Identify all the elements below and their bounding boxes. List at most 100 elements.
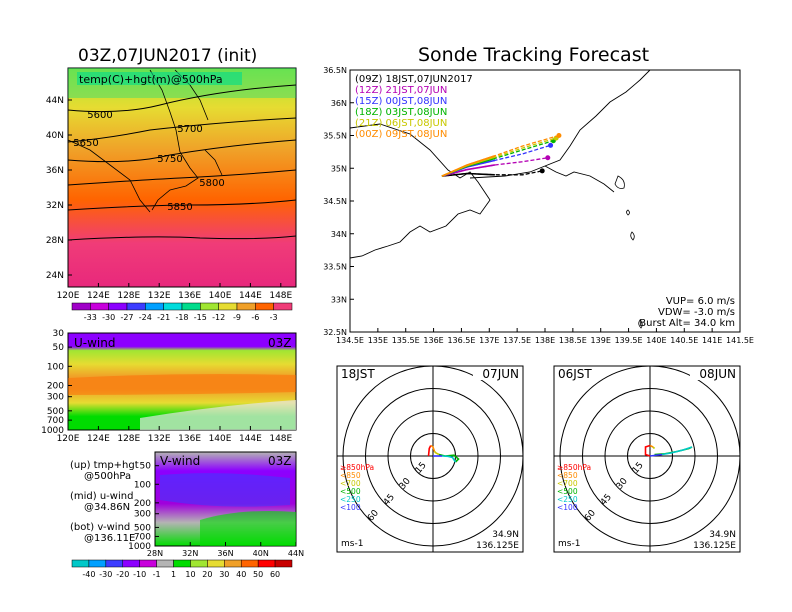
u-xtick-label: 136E xyxy=(178,434,201,444)
hodograph-unit: ms-1 xyxy=(341,539,363,549)
height-contour-label: 5700 xyxy=(177,124,202,135)
sonde-track-line xyxy=(441,170,543,177)
v-ytick-label: 300 xyxy=(134,510,151,520)
u-ytick-label: 1000 xyxy=(41,426,64,436)
map-ytick-label: 33.5N xyxy=(323,263,347,272)
u-ytick-label: 30 xyxy=(53,329,65,339)
temp-xtick-label: 144E xyxy=(239,291,262,301)
v-colorbar-swatch xyxy=(240,559,259,568)
temp-colorbar-swatch xyxy=(273,302,293,311)
v-colorbar-label: 1 xyxy=(171,570,176,579)
u-wind-panel: U-wind 03Z xyxy=(67,332,297,431)
burst-param: Burst Alt= 34.0 km xyxy=(639,318,735,329)
map-legend-entry: (15Z) 00JST,08JUN xyxy=(355,96,447,107)
hodograph-date-label: 07JUN xyxy=(482,367,519,381)
hodograph-legend-entry: <700 xyxy=(557,479,578,488)
hodograph-legend-entry: <100 xyxy=(557,503,578,512)
temp-ytick-label: 32N xyxy=(46,201,64,211)
vup-param: VUP= 6.0 m/s xyxy=(666,296,735,307)
hodograph-frame xyxy=(336,365,524,553)
temp-xtick-label: 120E xyxy=(57,291,80,301)
temp-colorbar-label: -12 xyxy=(212,313,225,322)
v-colorbar-label: -10 xyxy=(133,570,146,579)
u-wind-time: 03Z xyxy=(268,336,292,350)
hodograph-legend-entry: <100 xyxy=(340,503,361,512)
temp-ytick-label: 24N xyxy=(46,271,64,281)
hodograph-unit: ms-1 xyxy=(558,539,580,549)
map-xtick-label: 138.5E xyxy=(559,336,587,345)
u-ytick-label: 100 xyxy=(47,362,64,372)
map-xtick-label: 141.5E xyxy=(726,336,754,345)
hodograph-time-label: 18JST xyxy=(341,367,375,381)
v-colorbar-label: 50 xyxy=(253,570,263,579)
temp-colorbar-label: -33 xyxy=(84,313,97,322)
sonde-ascent-segment xyxy=(441,172,495,177)
v-colorbar-swatch xyxy=(257,559,276,568)
map-legend-entry: (00Z) 09JST,08JUN xyxy=(355,129,447,140)
map-xtick-label: 139E xyxy=(591,336,611,345)
v-colorbar-label: -1 xyxy=(153,570,161,579)
map-legend-entry: (18Z) 03JST,08JUN xyxy=(355,107,447,118)
u-ytick-label: 700 xyxy=(47,416,64,426)
v-colorbar-label: -20 xyxy=(116,570,129,579)
u-xtick-label: 124E xyxy=(87,434,110,444)
sonde-landing-point xyxy=(545,155,551,161)
temp-colorbar-swatch xyxy=(236,302,256,311)
height-contour-label: 5650 xyxy=(73,138,98,149)
v-xtick-label: 36N xyxy=(217,549,233,558)
temp-colorbar-swatch xyxy=(200,302,219,311)
v-xtick-label: 40N xyxy=(253,549,269,558)
height-contour-label: 5600 xyxy=(87,110,112,121)
v-wind-panel: V-wind 03Z xyxy=(154,451,297,547)
map-xtick-label: 140.5E xyxy=(670,336,698,345)
temp-xtick-label: 140E xyxy=(209,291,232,301)
u-xtick-label: 144E xyxy=(239,434,262,444)
temp-colorbar-swatch xyxy=(71,302,91,311)
hodograph-lat: 34.9N xyxy=(492,530,519,540)
v-colorbar-label: 30 xyxy=(219,570,229,579)
hodograph-lat: 34.9N xyxy=(709,530,736,540)
map-legend-entry: (09Z) 18JST,07JUN2017 xyxy=(355,74,473,85)
caption-line-1: (up) tmp+hgt xyxy=(70,460,139,471)
v-colorbar-label: -30 xyxy=(99,570,112,579)
temp-colorbar-swatch xyxy=(163,302,183,311)
v-wind-title: V-wind xyxy=(160,454,200,468)
v-colorbar-swatch xyxy=(122,559,140,568)
v-xtick-label: 28N xyxy=(147,549,163,558)
temp-ytick-label: 36N xyxy=(46,166,64,176)
v-colorbar-swatch xyxy=(156,559,174,568)
v-ytick-label: 1000 xyxy=(128,542,151,552)
temp-colorbar-swatch xyxy=(255,302,274,311)
map-xtick-label: 134.5E xyxy=(336,336,364,345)
sonde-landing-point xyxy=(556,133,562,138)
temp-colorbar-label: -9 xyxy=(233,313,241,322)
temp-xtick-label: 148E xyxy=(269,291,292,301)
map-xtick-label: 140E xyxy=(646,336,666,345)
sonde-ascent-segment xyxy=(441,164,495,177)
map-xtick-label: 141E xyxy=(702,336,722,345)
hodograph-lon: 136.125E xyxy=(693,541,736,551)
hodograph-wind-trace xyxy=(433,450,440,456)
u-ytick-label: 50 xyxy=(53,343,65,353)
temp-colorbar-label: -30 xyxy=(102,313,115,322)
hodograph-legend-entry: <250 xyxy=(557,495,578,504)
u-ytick-label: 200 xyxy=(47,381,64,391)
temp-xtick-label: 128E xyxy=(117,291,140,301)
map-ytick-label: 36N xyxy=(331,99,347,108)
v-colorbar-swatch xyxy=(274,559,293,568)
temp-colorbar-label: -6 xyxy=(251,313,259,322)
temp-xtick-label: 124E xyxy=(87,291,110,301)
right-panel-title: Sonde Tracking Forecast xyxy=(418,44,650,66)
v-colorbar-label: -40 xyxy=(82,570,95,579)
height-contour-label: 5800 xyxy=(199,178,224,189)
v-colorbar-label: 20 xyxy=(202,570,212,579)
temp-colorbar-swatch xyxy=(108,302,128,311)
map-ytick-label: 32.5N xyxy=(323,328,347,337)
hodograph-legend-entry: <700 xyxy=(340,479,361,488)
u-xtick-label: 132E xyxy=(148,434,171,444)
map-ytick-label: 35N xyxy=(331,164,347,173)
caption-line-6: @136.11E xyxy=(84,533,135,544)
map-xtick-label: 136E xyxy=(423,336,443,345)
map-ytick-label: 34N xyxy=(331,230,347,239)
